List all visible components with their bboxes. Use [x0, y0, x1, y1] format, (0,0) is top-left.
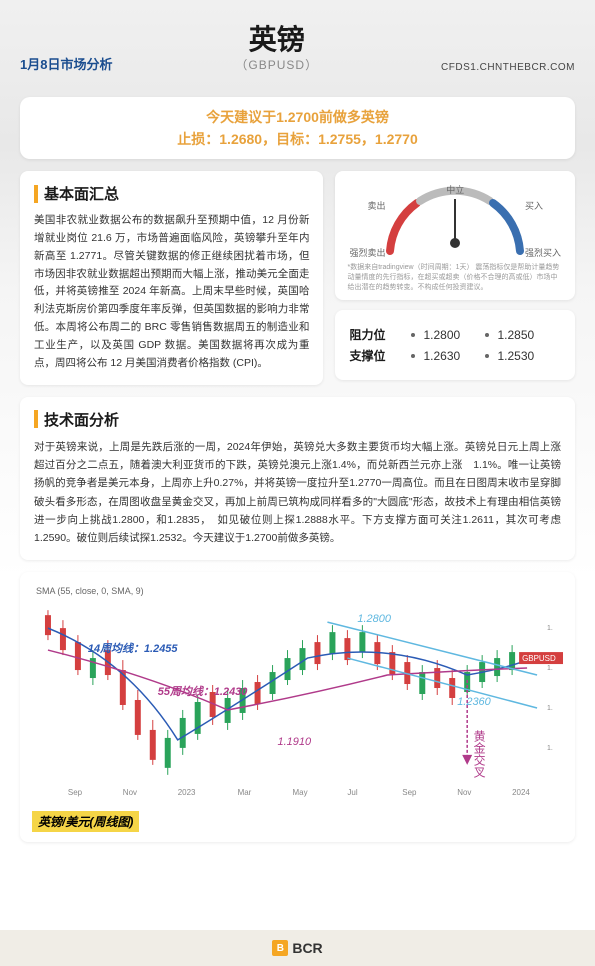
svg-text:Nov: Nov	[457, 788, 471, 797]
url: CFDS1.CHNTHEBCR.COM	[441, 62, 575, 73]
gauge-neutral: 中立	[446, 183, 464, 196]
gauge-sell: 卖出	[367, 199, 385, 212]
svg-text:Mar: Mar	[238, 788, 252, 797]
svg-text:1.: 1.	[547, 665, 553, 672]
gauge-buy: 买入	[525, 199, 543, 212]
gauge-card: 中立 卖出 买入 强烈卖出 强烈买入 *数据来自tradingview（时间周期…	[335, 171, 575, 300]
svg-text:1.: 1.	[547, 625, 553, 632]
gauge-strong-buy: 强烈买入	[525, 246, 561, 259]
footer: B BCR	[0, 930, 595, 966]
title-bar-icon	[34, 410, 38, 428]
recommendation-box: 今天建议于1.2700前做多英镑 止损：1.2680，目标：1.2755，1.2…	[20, 97, 575, 159]
svg-text:2024: 2024	[512, 788, 530, 797]
resistance-label: 阻力位	[349, 326, 403, 343]
chart-r1: 1.2800	[357, 613, 391, 625]
svg-text:Sep: Sep	[68, 788, 83, 797]
chart-pair: GBPUSD	[522, 654, 556, 663]
title-cn: 英镑	[112, 18, 441, 58]
support-1: 1.2630	[423, 349, 477, 363]
svg-text:Nov: Nov	[123, 788, 137, 797]
svg-text:Jul: Jul	[347, 788, 357, 797]
technical-card: 技术面分析 对于英镑来说，上周是先跌后涨的一周，2024年伊始，英镑兑大多数主要…	[20, 397, 575, 560]
svg-text:2023: 2023	[178, 788, 196, 797]
title-bar-icon	[34, 185, 38, 203]
rec-line1: 今天建议于1.2700前做多英镑	[36, 107, 559, 127]
svg-text:1.: 1.	[547, 705, 553, 712]
ma55-label: 55周均线：1.2430	[158, 685, 248, 698]
gauge-note: *数据来自tradingview（时间周期：1天） 震荡指标仅是帮助计量趋势动量…	[347, 263, 563, 292]
ma14-label: 14周均线：1.2455	[88, 642, 179, 655]
resistance-1: 1.2800	[423, 328, 477, 342]
chart-card: SMA (55, close, 0, SMA, 9)	[20, 572, 575, 842]
fundamental-title: 基本面汇总	[44, 183, 119, 204]
fundamental-text: 美国非农就业数据公布的数据飙升至预期中值，12 月份新增就业岗位 21.6 万，…	[34, 212, 309, 373]
fundamental-card: 基本面汇总 美国非农就业数据公布的数据飙升至预期中值，12 月份新增就业岗位 2…	[20, 171, 323, 385]
svg-text:Sep: Sep	[402, 788, 417, 797]
levels-card: 阻力位 1.2800 1.2850 支撑位 1.2630 1.2530	[335, 310, 575, 380]
main-title: 英镑 （GBPUSD）	[112, 18, 441, 73]
svg-text:1.: 1.	[547, 745, 553, 752]
chart-label: 英镑/美元(周线图)	[32, 811, 139, 832]
footer-brand: BCR	[292, 940, 322, 956]
chart-svg: SMA (55, close, 0, SMA, 9)	[28, 580, 567, 810]
gauge-strong-sell: 强烈卖出	[349, 246, 385, 259]
support-label: 支撑位	[349, 347, 403, 364]
chart-low: 1.1910	[278, 736, 312, 748]
support-2: 1.2530	[497, 349, 551, 363]
header: 1月8日市场分析 英镑 （GBPUSD） CFDS1.CHNTHEBCR.COM	[0, 0, 595, 81]
technical-title: 技术面分析	[44, 409, 119, 430]
chart-s1: 1.2360	[457, 696, 491, 708]
footer-logo-icon: B	[272, 940, 288, 956]
dot-icon	[485, 354, 489, 358]
date-label: 1月8日市场分析	[20, 54, 112, 73]
dot-icon	[411, 333, 415, 337]
rec-line2: 止损：1.2680，目标：1.2755，1.2770	[36, 129, 559, 149]
technical-text: 对于英镑来说，上周是先跌后涨的一周，2024年伊始，英镑兑大多数主要货币均大幅上…	[34, 438, 561, 548]
dot-icon	[411, 354, 415, 358]
svg-text:SMA (55, close, 0, SMA, 9): SMA (55, close, 0, SMA, 9)	[36, 586, 144, 596]
resistance-2: 1.2850	[497, 328, 551, 342]
chart-cross: 黄金交叉	[472, 729, 486, 777]
title-en: （GBPUSD）	[112, 56, 441, 73]
svg-text:May: May	[293, 788, 308, 797]
dot-icon	[485, 333, 489, 337]
